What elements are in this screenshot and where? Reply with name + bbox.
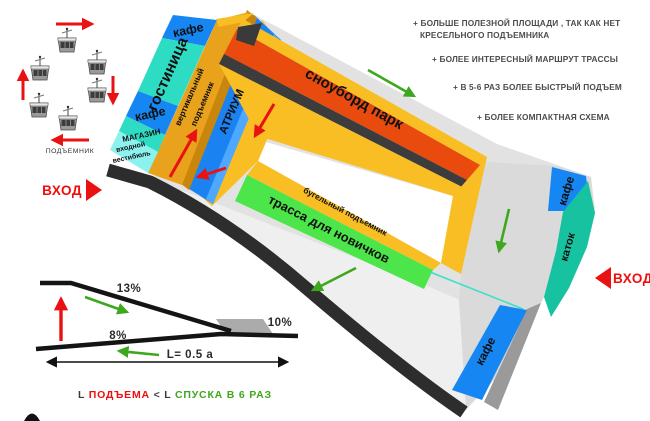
rink-face <box>544 181 595 317</box>
caption-lift: ПОДЪЕМА <box>89 389 150 401</box>
profile-descent-arrow <box>84 295 130 315</box>
gondola-cabin <box>87 49 107 75</box>
gondola-lift-legend: ПОДЪЕМНИК <box>16 17 120 155</box>
snowboard-shadow-strip <box>219 54 471 189</box>
cafe-top-band <box>162 15 217 46</box>
benefit-item: + БОЛЕЕ ИНТЕРЕСНЫЙ МАРШРУТ ТРАССЫ <box>432 53 618 64</box>
entrance-right-label: ВХОД <box>613 271 650 286</box>
tow-lift-band <box>247 161 441 270</box>
profile-lower-line <box>35 331 299 352</box>
entrance-left-label: ВХОД <box>42 183 82 198</box>
benefits-list: + БОЛЬШЕ ПОЛЕЗНОЙ ПЛОЩАДИ , ТАК КАК НЕТ … <box>413 17 622 122</box>
caption-lt: < <box>150 389 164 401</box>
slope-down-arrow <box>495 208 511 254</box>
gondola-cabin <box>30 55 50 81</box>
cafe-bottom-band <box>452 305 527 400</box>
gondola-cabin <box>87 77 107 103</box>
grade-8-label: 8% <box>109 330 127 342</box>
hotel-base-edge <box>106 166 158 188</box>
cafe-top-label: кафе <box>172 20 205 40</box>
benefit-item: КРЕСЕЛЬНОГО ПОДЪЕМНИКА <box>420 30 549 40</box>
ring-yellow-ne-outer <box>237 19 487 166</box>
benefit-item: + БОЛЬШЕ ПОЛЕЗНОЙ ПЛОЩАДИ , ТАК КАК НЕТ <box>413 17 620 28</box>
slope-profile-diagram: 13% 8% 10% L= 0.5 a L ПОДЪЕМА < L СПУСКА… <box>35 280 299 401</box>
hotel-band <box>138 38 205 106</box>
profile-caption: L ПОДЪЕМА < L СПУСКА В 6 РАЗ <box>78 389 272 401</box>
caption-l1: L <box>78 389 89 401</box>
entrance-left-arrow-icon <box>86 179 102 201</box>
shop-band <box>119 116 165 152</box>
gondola-cabin <box>29 92 49 118</box>
ring-yellow-east <box>441 157 487 274</box>
trail-return-arrow <box>310 266 357 292</box>
entrance-right: ВХОД <box>595 267 650 289</box>
gondola-cabin <box>57 27 77 53</box>
inner-ring-left-arrow <box>195 166 227 180</box>
atrium-down-arrow <box>253 103 276 139</box>
entrance-right-arrow-icon <box>595 267 611 289</box>
slope-base-edge <box>106 163 468 418</box>
vestibule-band <box>110 131 158 173</box>
glass-edge-line <box>429 271 524 310</box>
cafe-mid-band <box>126 91 178 135</box>
profile-upper-line <box>40 280 232 334</box>
lift-up-arrow <box>168 128 198 178</box>
snowboard-descent-arrow <box>367 68 417 98</box>
grade-10-label: 10% <box>268 317 293 329</box>
caption-l2: L <box>164 389 175 401</box>
gondola-cabin <box>58 105 78 131</box>
profile-landing-pad <box>216 319 273 334</box>
gondola-lift-label: ПОДЪЕМНИК <box>46 148 94 155</box>
ring-top-face <box>216 13 254 27</box>
profile-return-arrow <box>116 346 160 358</box>
slab-end-cap <box>236 23 262 46</box>
caption-descent: СПУСКА В 6 РАЗ <box>175 389 272 401</box>
benefit-item: + В 5-6 РАЗ БОЛЕЕ БЫСТРЫЙ ПОДЪЕМ <box>453 81 622 92</box>
inner-ring-yellow-ne <box>219 64 466 196</box>
inner-courtyard <box>258 142 453 263</box>
slope-side-edge <box>484 303 541 410</box>
length-label: L= 0.5 a <box>167 349 214 361</box>
beginner-trail-band <box>235 175 433 289</box>
bottom-logo-fragment <box>24 413 40 421</box>
snowboard-band <box>224 29 482 182</box>
entrance-left: ВХОД <box>42 179 102 201</box>
benefit-item: + БОЛЕЕ КОМПАКТНАЯ СХЕМА <box>477 112 610 122</box>
cafe-mid-label: кафе <box>134 104 167 124</box>
grade-13-label: 13% <box>117 283 142 295</box>
